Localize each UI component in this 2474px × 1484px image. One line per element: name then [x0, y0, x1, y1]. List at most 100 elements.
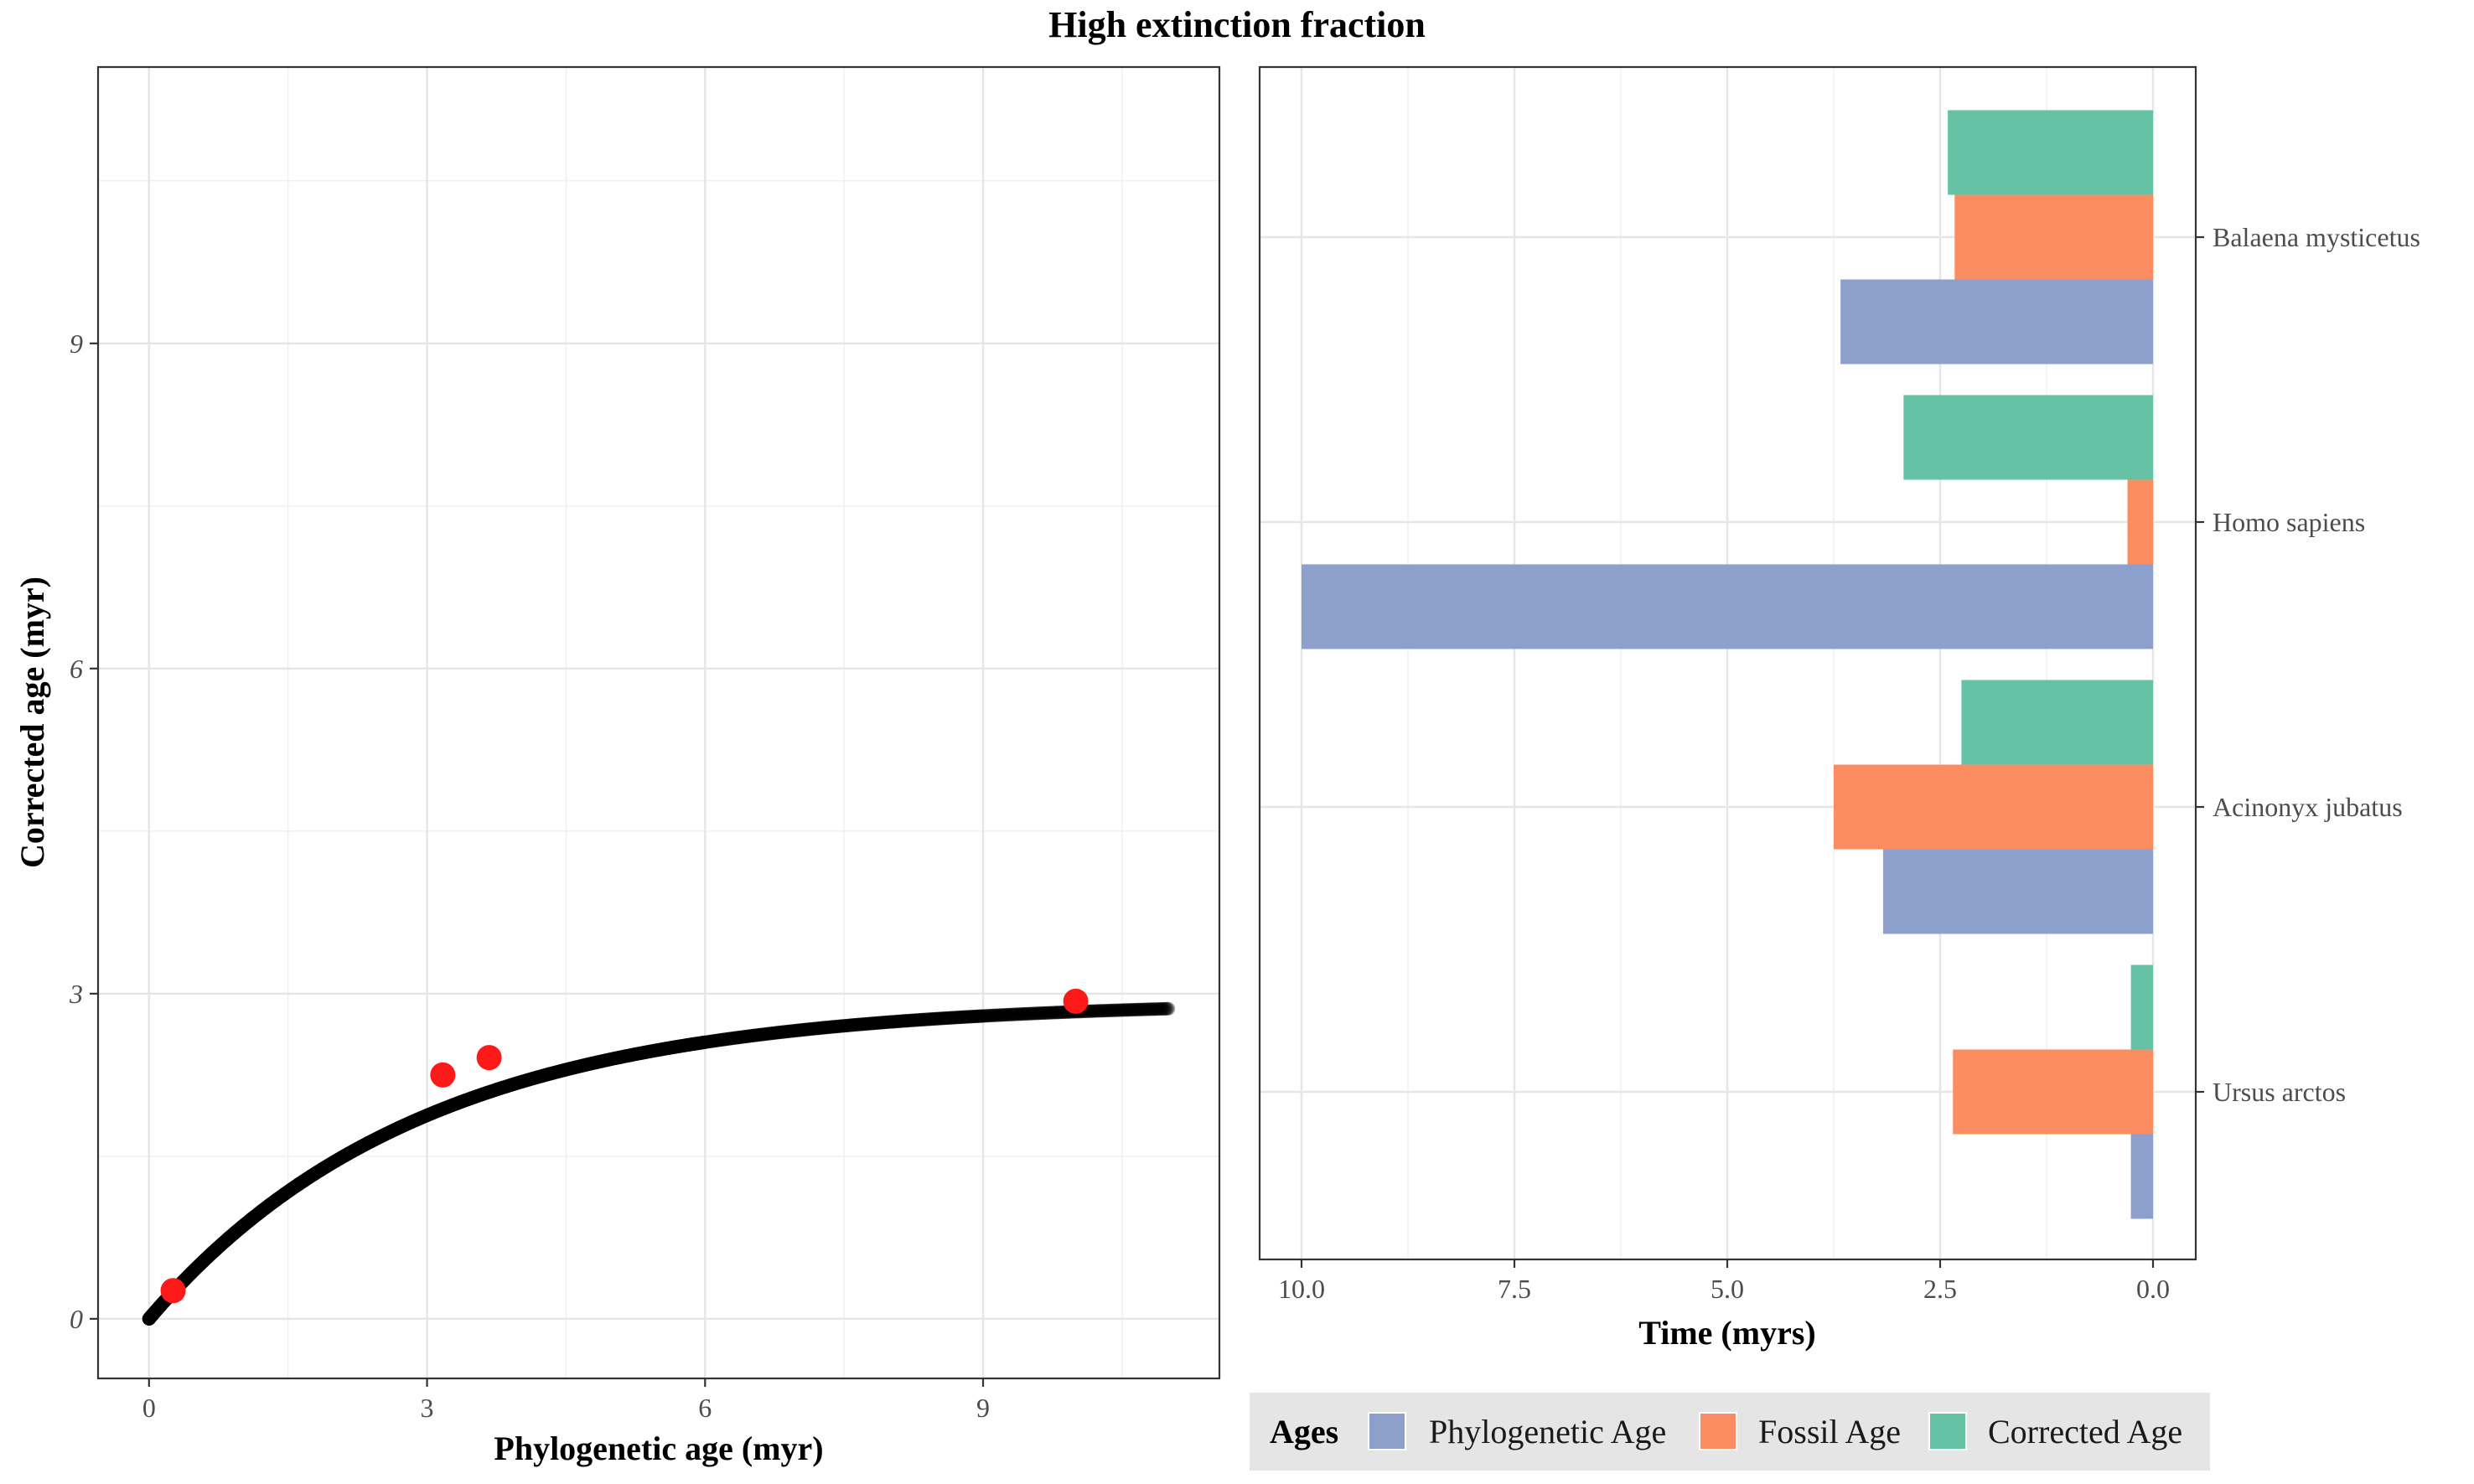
- scatter-point: [847, 1018, 862, 1032]
- scatter-point: [962, 1010, 976, 1024]
- scatter-point: [1055, 1006, 1069, 1019]
- legend-label: Phylogenetic Age: [1429, 1413, 1666, 1450]
- scatter-point: [1103, 1003, 1117, 1017]
- y-tick-label: 6: [70, 654, 83, 684]
- scatter-point: [1088, 1004, 1102, 1018]
- scatter-point: [790, 1023, 805, 1037]
- scatter-point: [741, 1029, 755, 1043]
- scatter-point: [810, 1021, 824, 1036]
- scatter-point: [891, 1014, 905, 1028]
- scatter-point: [940, 1011, 955, 1025]
- scatter-point: [914, 1012, 929, 1026]
- scatter-point: [888, 1015, 903, 1029]
- scatter-point: [1027, 1006, 1042, 1021]
- scatter-point: [771, 1026, 784, 1040]
- scatter-point: [1116, 1003, 1131, 1017]
- scatter-point: [742, 1029, 756, 1043]
- scatter-point: [774, 1025, 789, 1039]
- scatter-point: [1157, 1001, 1171, 1016]
- scatter-point: [815, 1021, 829, 1035]
- scatter-point: [758, 1027, 772, 1042]
- scatter-point: [814, 1021, 828, 1035]
- scatter-point: [1084, 1004, 1097, 1018]
- scatter-point: [986, 1008, 1000, 1022]
- x-tick-label: 7.5: [1498, 1274, 1531, 1304]
- scatter-y-axis-label: Corrected age (myr): [13, 577, 51, 868]
- scatter-point: [956, 1010, 970, 1024]
- scatter-point: [804, 1022, 818, 1036]
- scatter-point: [1039, 1006, 1053, 1020]
- scatter-point: [710, 1033, 724, 1047]
- scatter-point: [1038, 1006, 1052, 1020]
- scatter-point: [924, 1012, 938, 1026]
- scatter-point: [1012, 1007, 1026, 1021]
- scatter-point: [763, 1026, 778, 1041]
- scatter-point: [1132, 1002, 1146, 1016]
- scatter-point: [707, 1034, 722, 1048]
- scatter-point: [1098, 1004, 1112, 1018]
- scatter-point: [886, 1015, 900, 1029]
- legend-title: Ages: [1270, 1413, 1338, 1450]
- scatter-point: [883, 1015, 897, 1029]
- scatter-point: [748, 1028, 762, 1042]
- scatter-point: [872, 1016, 887, 1030]
- scatter-point: [1021, 1006, 1035, 1021]
- scatter-panel: 0 3 6 9 0 3 6 9 Phylogenetic age (myr) Correcte…: [13, 65, 1221, 1467]
- scatter-point: [947, 1011, 961, 1025]
- scatter-point: [755, 1027, 769, 1042]
- scatter-point: [907, 1013, 921, 1027]
- scatter-point: [774, 1025, 788, 1039]
- scatter-point: [1027, 1006, 1040, 1021]
- bar: [2130, 964, 2153, 1050]
- scatter-point: [1108, 1003, 1122, 1017]
- scatter-point: [1023, 1006, 1038, 1021]
- scatter-point: [834, 1019, 848, 1033]
- scatter-point: [715, 1032, 729, 1047]
- scatter-point: [970, 1009, 984, 1023]
- scatter-point: [757, 1027, 771, 1042]
- category-label: Acinonyx jubatus: [2213, 792, 2403, 822]
- scatter-point: [775, 1025, 789, 1039]
- scatter-point: [978, 1009, 992, 1023]
- scatter-point: [939, 1011, 953, 1026]
- scatter-x-axis-label: Phylogenetic age (myr): [494, 1430, 823, 1467]
- scatter-point: [895, 1014, 909, 1028]
- scatter-point: [903, 1013, 917, 1027]
- scatter-point: [802, 1022, 816, 1037]
- scatter-point: [1003, 1007, 1017, 1021]
- scatter-point: [783, 1024, 796, 1038]
- scatter-point: [858, 1017, 872, 1031]
- scatter-point: [875, 1016, 889, 1030]
- scatter-point: [698, 1035, 712, 1049]
- scatter-point: [1097, 1004, 1111, 1018]
- scatter-point: [1052, 1006, 1066, 1020]
- scatter-point: [1089, 1004, 1103, 1018]
- scatter-point: [798, 1022, 812, 1037]
- scatter-point: [970, 1009, 985, 1023]
- scatter-point: [963, 1010, 977, 1024]
- scatter-point: [1130, 1002, 1144, 1016]
- scatter-point: [1152, 1002, 1167, 1016]
- scatter-ticks: 0 3 6 9 0 3 6 9: [69, 328, 990, 1423]
- scatter-point: [1015, 1007, 1029, 1021]
- scatter-point: [906, 1013, 920, 1027]
- scatter-point: [1017, 1007, 1031, 1021]
- scatter-point: [805, 1021, 819, 1036]
- scatter-point: [730, 1031, 744, 1045]
- scatter-point: [727, 1031, 741, 1045]
- scatter-point: [787, 1024, 801, 1038]
- scatter-point: [1144, 1002, 1158, 1016]
- scatter-point: [1101, 1004, 1115, 1017]
- scatter-point: [821, 1021, 835, 1034]
- scatter-point: [1131, 1002, 1146, 1016]
- scatter-point: [756, 1027, 770, 1042]
- scatter-point: [924, 1012, 939, 1026]
- scatter-point: [893, 1014, 907, 1028]
- scatter-point: [711, 1033, 725, 1047]
- scatter-point: [998, 1008, 1012, 1022]
- bar-ticks: 10.0 7.5 5.0 2.5 0.0 Balaena mysticetus Homo s…: [1278, 222, 2420, 1304]
- scatter-point: [706, 1034, 721, 1048]
- legend-key: [1368, 1412, 1406, 1450]
- y-tick-label: 9: [70, 328, 83, 359]
